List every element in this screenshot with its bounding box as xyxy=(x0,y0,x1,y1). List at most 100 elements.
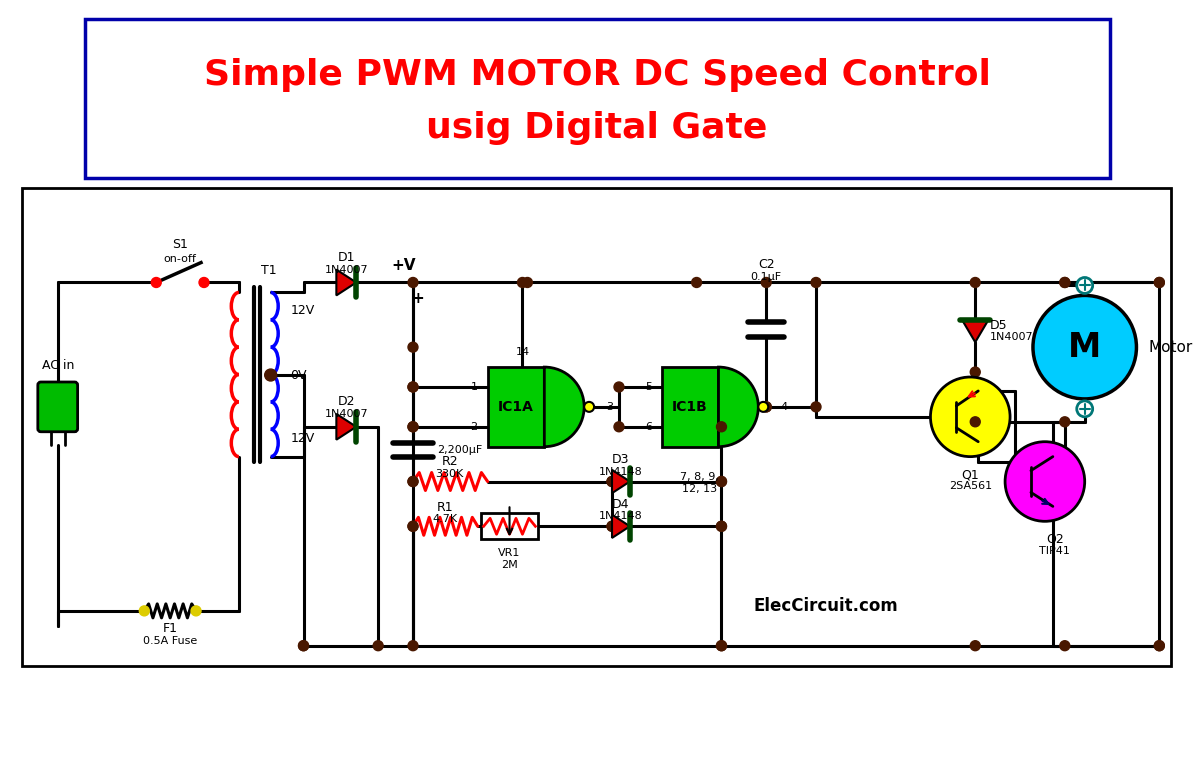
Circle shape xyxy=(1154,277,1164,287)
Circle shape xyxy=(1060,277,1069,287)
Text: 3: 3 xyxy=(606,402,613,412)
Circle shape xyxy=(930,377,1010,456)
Circle shape xyxy=(971,277,980,287)
Circle shape xyxy=(811,277,821,287)
Circle shape xyxy=(299,641,308,651)
Circle shape xyxy=(299,641,308,651)
Circle shape xyxy=(1154,641,1164,651)
Text: C2: C2 xyxy=(758,258,774,271)
Circle shape xyxy=(151,277,161,287)
Text: VR1: VR1 xyxy=(498,548,521,558)
Circle shape xyxy=(607,521,617,531)
Polygon shape xyxy=(962,320,988,342)
Text: 5: 5 xyxy=(644,382,652,392)
Text: 1N4148: 1N4148 xyxy=(599,466,643,476)
Circle shape xyxy=(408,521,418,531)
Circle shape xyxy=(971,417,980,427)
Circle shape xyxy=(139,606,149,616)
Text: 12, 13: 12, 13 xyxy=(682,485,718,495)
Text: IC1B: IC1B xyxy=(672,400,708,414)
Circle shape xyxy=(408,476,418,486)
Circle shape xyxy=(1060,641,1069,651)
FancyBboxPatch shape xyxy=(38,382,78,432)
Text: +: + xyxy=(410,291,424,306)
Text: AC in: AC in xyxy=(42,359,74,372)
Circle shape xyxy=(716,641,726,651)
Circle shape xyxy=(265,369,277,381)
Circle shape xyxy=(607,476,617,486)
Circle shape xyxy=(614,422,624,432)
Text: Simple PWM MOTOR DC Speed Control: Simple PWM MOTOR DC Speed Control xyxy=(204,59,990,92)
Text: D1: D1 xyxy=(337,251,355,264)
Text: R2: R2 xyxy=(442,455,458,468)
Circle shape xyxy=(761,402,772,411)
Text: 2,200μF: 2,200μF xyxy=(437,445,482,455)
Text: D3: D3 xyxy=(612,453,630,466)
Circle shape xyxy=(607,521,617,531)
Text: Motor: Motor xyxy=(1148,340,1193,354)
Text: R1: R1 xyxy=(437,501,454,514)
Text: TIP41: TIP41 xyxy=(1039,546,1070,556)
Polygon shape xyxy=(612,514,630,538)
Text: S1: S1 xyxy=(172,239,188,251)
Circle shape xyxy=(408,382,418,392)
Circle shape xyxy=(971,367,980,377)
Text: +V: +V xyxy=(391,258,416,273)
Text: 4: 4 xyxy=(780,402,787,412)
Text: 1N4007: 1N4007 xyxy=(990,332,1033,342)
Circle shape xyxy=(716,422,726,432)
Circle shape xyxy=(1006,442,1085,521)
Text: 14: 14 xyxy=(515,347,529,357)
Text: 1N4007: 1N4007 xyxy=(324,409,368,419)
Circle shape xyxy=(522,277,533,287)
Circle shape xyxy=(408,422,418,432)
Text: D5: D5 xyxy=(990,319,1008,331)
Text: 0.5A Fuse: 0.5A Fuse xyxy=(143,636,197,645)
Text: 12V: 12V xyxy=(290,432,314,445)
Text: 1: 1 xyxy=(470,382,478,392)
Text: Q1: Q1 xyxy=(961,468,979,481)
Text: on-off: on-off xyxy=(163,254,197,264)
Circle shape xyxy=(408,342,418,352)
FancyBboxPatch shape xyxy=(487,367,545,447)
Circle shape xyxy=(1076,401,1093,417)
Text: IC1A: IC1A xyxy=(498,400,534,414)
Text: 1N4007: 1N4007 xyxy=(324,264,368,274)
Circle shape xyxy=(373,641,383,651)
Text: 330K: 330K xyxy=(436,469,464,479)
Circle shape xyxy=(408,422,418,432)
Circle shape xyxy=(607,476,617,486)
Text: 2SA561: 2SA561 xyxy=(949,482,992,491)
Text: 4.7K: 4.7K xyxy=(432,514,457,524)
Circle shape xyxy=(716,476,726,486)
Circle shape xyxy=(811,402,821,411)
Circle shape xyxy=(408,521,418,531)
Text: 0V: 0V xyxy=(290,369,307,382)
Circle shape xyxy=(584,402,594,411)
Text: 0.1μF: 0.1μF xyxy=(751,271,782,281)
Circle shape xyxy=(761,277,772,287)
Circle shape xyxy=(691,277,702,287)
Text: ElecCircuit.com: ElecCircuit.com xyxy=(754,597,899,615)
Text: F1: F1 xyxy=(163,623,178,636)
FancyBboxPatch shape xyxy=(661,367,719,447)
Circle shape xyxy=(517,277,528,287)
Text: T1: T1 xyxy=(260,264,276,277)
FancyBboxPatch shape xyxy=(22,188,1171,666)
Circle shape xyxy=(1033,296,1136,399)
Text: 7, 8, 9,: 7, 8, 9, xyxy=(680,472,719,482)
Circle shape xyxy=(191,606,202,616)
Circle shape xyxy=(716,521,726,531)
Text: usig Digital Gate: usig Digital Gate xyxy=(426,111,768,146)
Text: 2: 2 xyxy=(470,422,478,432)
Circle shape xyxy=(971,641,980,651)
Text: 2M: 2M xyxy=(502,560,518,570)
Wedge shape xyxy=(545,367,584,447)
Polygon shape xyxy=(612,470,630,493)
FancyBboxPatch shape xyxy=(481,514,539,539)
Circle shape xyxy=(716,476,726,486)
Polygon shape xyxy=(336,414,356,440)
Circle shape xyxy=(408,641,418,651)
Circle shape xyxy=(716,641,726,651)
Circle shape xyxy=(614,382,624,392)
